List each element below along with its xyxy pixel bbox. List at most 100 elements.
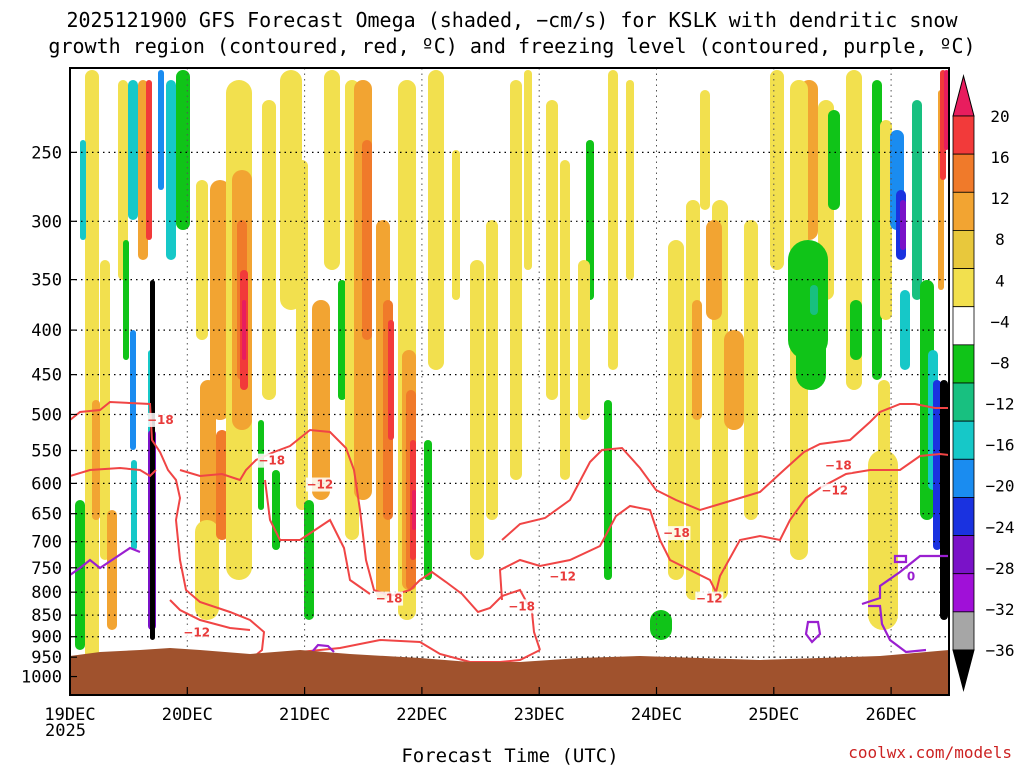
colorbar-bin	[952, 420, 975, 460]
omega-shade-cell	[85, 70, 99, 670]
omega-shade-cell	[900, 200, 906, 250]
colorbar-label: −12	[986, 395, 1015, 414]
y-tick-label: 850	[31, 606, 62, 626]
x-tick-label: 21DEC	[279, 705, 330, 725]
contour-label-bg	[305, 477, 334, 492]
omega-shade-cell	[560, 160, 570, 480]
colorbar-bin	[952, 573, 975, 613]
y-tick-label: 400	[31, 321, 62, 341]
x-tick-label: 22DEC	[396, 705, 447, 725]
freezing-level-contour-line	[861, 554, 949, 606]
dgz-contour-label: −12	[696, 592, 723, 606]
y-tick-label: 1000	[21, 668, 62, 688]
omega-shade-cell	[578, 260, 590, 420]
colorbar-label: −28	[986, 559, 1015, 578]
omega-shade-cell	[176, 70, 190, 230]
colorbar-bin	[952, 230, 975, 269]
dgz-contour-label: −12	[549, 570, 576, 584]
y-tick-label: 750	[31, 559, 62, 579]
colorbar-label: 8	[995, 230, 1005, 249]
chart-title-line-2: growth region (contoured, red, ºC) and f…	[48, 34, 975, 58]
dgz-contour-line	[501, 403, 949, 541]
y-tick-label: 650	[31, 505, 62, 525]
omega-shade-cell	[158, 70, 164, 190]
y-tick-label: 900	[31, 628, 62, 648]
omega-shade-cell	[868, 450, 898, 630]
freezing-level-contour-line	[804, 620, 822, 644]
colorbar-bin	[952, 306, 975, 346]
dgz-contour-label: −18	[147, 413, 174, 427]
contour-label-bg	[182, 625, 211, 640]
x-tick-label: 20DEC	[162, 705, 213, 725]
omega-shade-cell	[944, 70, 949, 150]
omega-shade-cell	[107, 510, 117, 630]
colorbar-bin	[952, 153, 975, 193]
contour-lines	[70, 400, 949, 663]
colorbar: 20 16 12 8 4 −4 −8 −12 −16 −20 −24 −28 −32 −36	[952, 74, 1015, 692]
omega-shade-cell	[131, 460, 137, 550]
y-tick-label: 950	[31, 648, 62, 668]
omega-shade-cell	[75, 500, 85, 650]
omega-shading	[75, 70, 949, 670]
omega-shade-cell	[650, 610, 672, 640]
x-tick-label: 24DEC	[631, 705, 682, 725]
terrain-surface-fill	[70, 648, 949, 695]
omega-shade-cell	[80, 140, 86, 240]
omega-shade-cell	[436, 80, 442, 160]
omega-shade-cell	[262, 100, 276, 400]
watermark: coolwx.com/models	[848, 743, 1012, 762]
omega-shade-cell	[724, 330, 744, 430]
colorbar-label: −16	[986, 436, 1015, 455]
omega-shade-cell	[828, 110, 840, 210]
colorbar-label: −36	[986, 641, 1015, 660]
colorbar-label: 20	[990, 107, 1009, 126]
omega-shade-cell	[128, 80, 138, 220]
colorbar-bottom-arrow	[952, 649, 975, 692]
omega-shade-cell	[196, 180, 208, 340]
colorbar-label: 16	[990, 148, 1009, 167]
x-tick-label: 26DEC	[866, 705, 917, 725]
freezing-level-contour-line	[70, 546, 141, 576]
omega-shade-cell	[796, 330, 826, 390]
dgz-contour-line	[70, 400, 266, 661]
omega-shade-cell	[388, 320, 394, 440]
colorbar-label: 4	[995, 271, 1005, 290]
dgz-contour-label: −18	[376, 592, 403, 606]
colorbar-bin	[952, 611, 975, 651]
x-tick-label: 19DEC	[44, 705, 95, 725]
omega-shade-cell	[216, 430, 228, 540]
contour-label-bg	[695, 591, 724, 606]
dgz-contour-line	[70, 466, 157, 478]
colorbar-label: −24	[986, 518, 1015, 537]
omega-shade-cell	[810, 285, 818, 315]
omega-shade-cell	[524, 70, 532, 270]
omega-shade-cell	[700, 90, 710, 210]
colorbar-label: −20	[986, 477, 1015, 496]
contour-label-bg	[507, 599, 536, 614]
omega-shade-cell	[146, 80, 152, 240]
x-axis-year: 2025	[45, 721, 86, 741]
contour-label-bg	[548, 569, 577, 584]
dgz-contour-label: −12	[821, 484, 848, 498]
omega-shade-cell	[130, 330, 136, 450]
omega-shade-cell	[770, 70, 784, 270]
y-tick-label: 250	[31, 143, 62, 163]
contour-label-bg	[824, 458, 853, 473]
freezing-level-contour-line	[893, 554, 908, 564]
dgz-contour-line	[169, 599, 251, 631]
dgz-contour-line	[249, 638, 541, 663]
omega-shade-cell	[546, 100, 558, 400]
omega-shade-cell	[912, 100, 922, 300]
freezing-contour-label: 0	[907, 570, 915, 584]
omega-shade-cell	[933, 380, 941, 550]
colorbar-bin	[952, 115, 975, 155]
omega-shade-cell	[118, 80, 128, 280]
freezing-level-contour-line	[868, 604, 927, 654]
colorbar-label: −8	[990, 353, 1009, 372]
dgz-contour-label: −12	[306, 478, 333, 492]
plot-area	[70, 68, 949, 695]
dgz-contour-label: −18	[663, 526, 690, 540]
omega-shade-cell	[604, 400, 612, 580]
omega-shade-cell	[324, 70, 340, 270]
